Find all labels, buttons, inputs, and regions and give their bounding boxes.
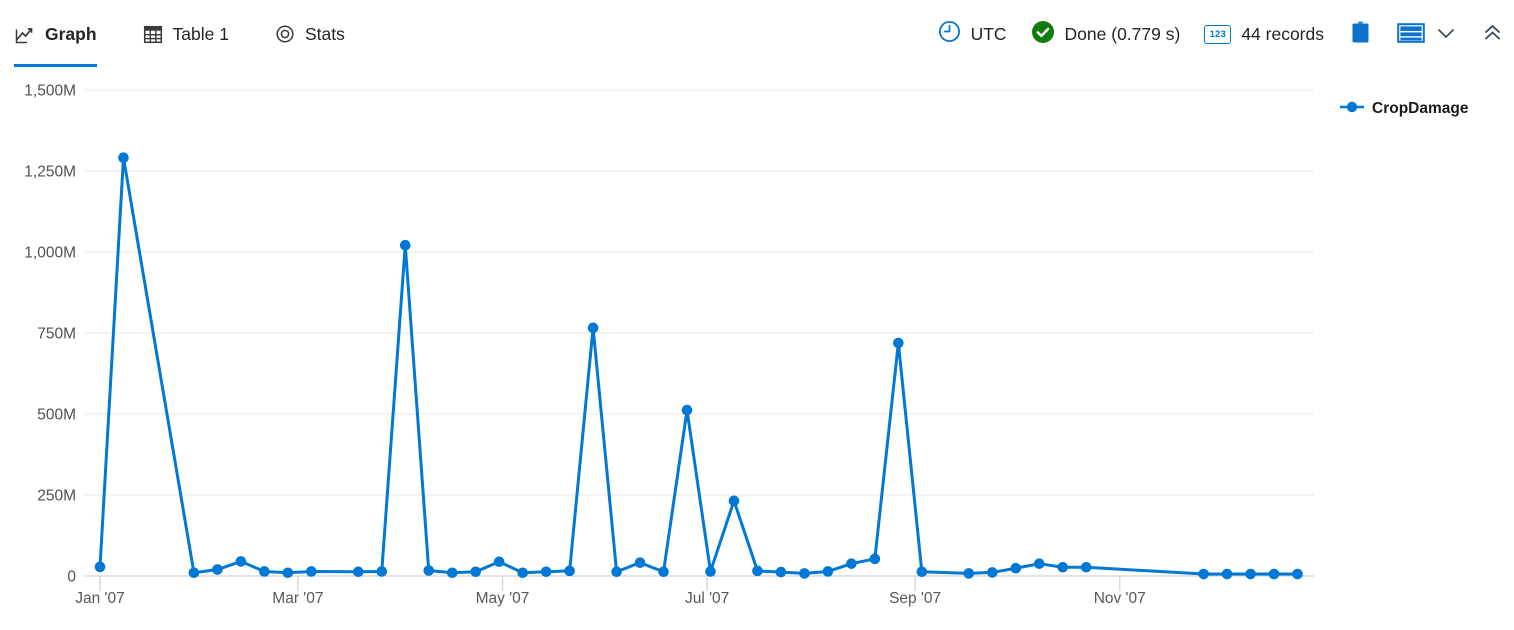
y-axis-tick-label: 250M	[37, 488, 76, 505]
data-point[interactable]	[1221, 568, 1233, 580]
legend-series-marker-icon	[1339, 100, 1365, 118]
data-point[interactable]	[916, 566, 928, 578]
clock-icon	[938, 20, 961, 48]
data-point[interactable]	[118, 152, 129, 164]
view-layout-button[interactable]	[1397, 22, 1425, 47]
query-status-bar: UTC Done (0.779 s) 123 44 records	[914, 20, 1514, 49]
results-toolbar: Graph Table 1	[0, 0, 1514, 68]
data-point[interactable]	[94, 561, 106, 573]
tab-stats-label: Stats	[304, 23, 345, 44]
data-point[interactable]	[822, 566, 834, 577]
data-point[interactable]	[564, 565, 575, 577]
double-chevron-up-icon	[1483, 22, 1502, 46]
data-point[interactable]	[869, 553, 881, 565]
x-axis-tick-label: Jul '07	[685, 590, 729, 607]
data-point[interactable]	[188, 567, 200, 579]
collapse-results-button[interactable]	[1483, 22, 1502, 46]
tab-table-1[interactable]: Table 1	[143, 0, 229, 68]
table-icon	[143, 24, 163, 44]
table-view-icon	[1397, 22, 1425, 47]
data-point[interactable]	[681, 404, 693, 416]
data-point[interactable]	[846, 558, 857, 569]
data-point[interactable]	[587, 322, 599, 334]
query-status: Done (0.779 s)	[1031, 20, 1181, 49]
data-point[interactable]	[1268, 568, 1280, 580]
data-point[interactable]	[493, 556, 505, 568]
data-point[interactable]	[1033, 558, 1045, 569]
data-point[interactable]	[282, 567, 294, 579]
data-point[interactable]	[799, 568, 810, 579]
y-axis-tick-label: 1,500M	[24, 83, 76, 100]
tab-stats[interactable]: Stats	[275, 0, 345, 68]
data-point[interactable]	[1080, 561, 1092, 573]
data-point[interactable]	[893, 337, 904, 349]
timezone-label: UTC	[970, 23, 1007, 44]
clipboard-icon	[1350, 20, 1371, 48]
view-options-dropdown[interactable]	[1435, 22, 1457, 47]
tab-graph[interactable]: Graph	[14, 0, 97, 68]
data-point[interactable]	[1010, 562, 1022, 574]
result-tabs: Graph Table 1	[14, 0, 345, 68]
x-axis-tick-label: Nov '07	[1094, 590, 1146, 607]
data-point[interactable]	[1057, 561, 1069, 573]
data-point[interactable]	[470, 566, 481, 578]
y-axis-tick-label: 750M	[37, 326, 76, 343]
record-count: 123 44 records	[1204, 24, 1324, 45]
record-count-text: 44 records	[1241, 23, 1324, 44]
y-axis-tick-label: 1,000M	[24, 245, 76, 262]
stats-donut-icon	[275, 24, 295, 44]
data-point[interactable]	[611, 566, 622, 578]
legend-item-cropdamage[interactable]: CropDamage	[1339, 100, 1468, 118]
data-point[interactable]	[259, 566, 270, 577]
x-axis-tick-label: Sep '07	[889, 590, 941, 607]
x-axis-tick-label: Mar '07	[272, 590, 323, 607]
y-axis-tick-label: 0	[67, 569, 76, 586]
data-point[interactable]	[306, 566, 317, 577]
data-point[interactable]	[728, 495, 740, 507]
data-point[interactable]	[376, 566, 388, 577]
data-point[interactable]	[399, 239, 411, 251]
copy-results-button[interactable]	[1350, 20, 1371, 48]
data-point[interactable]	[775, 566, 787, 578]
query-status-text: Done (0.779 s)	[1064, 23, 1181, 44]
success-check-icon	[1031, 20, 1055, 49]
data-point[interactable]	[634, 557, 646, 569]
data-point[interactable]	[752, 565, 763, 577]
timezone-selector[interactable]: UTC	[938, 20, 1007, 48]
y-axis-tick-label: 1,250M	[24, 164, 76, 181]
data-point[interactable]	[212, 564, 223, 575]
tab-graph-label: Graph	[45, 23, 97, 44]
data-point[interactable]	[1292, 568, 1303, 580]
legend-series-label: CropDamage	[1372, 100, 1469, 117]
data-point[interactable]	[658, 566, 669, 578]
numbers-123-icon: 123	[1204, 24, 1232, 44]
data-point[interactable]	[1198, 568, 1209, 580]
data-point[interactable]	[1245, 568, 1256, 580]
data-point[interactable]	[540, 566, 552, 578]
y-axis-tick-label: 500M	[37, 407, 76, 424]
data-point[interactable]	[446, 567, 458, 579]
series-line	[98, 156, 1298, 576]
data-point[interactable]	[963, 568, 975, 579]
chevron-down-icon	[1435, 22, 1457, 47]
x-axis-tick-label: Jan '07	[75, 590, 125, 607]
x-axis-tick-label: May '07	[476, 590, 530, 607]
data-point[interactable]	[517, 567, 528, 579]
tab-table-1-label: Table 1	[172, 23, 229, 44]
data-point[interactable]	[235, 556, 247, 567]
data-point[interactable]	[986, 567, 998, 578]
data-point[interactable]	[423, 565, 435, 576]
line-chart-icon	[14, 24, 35, 45]
data-point[interactable]	[705, 566, 716, 577]
data-point[interactable]	[352, 566, 364, 578]
